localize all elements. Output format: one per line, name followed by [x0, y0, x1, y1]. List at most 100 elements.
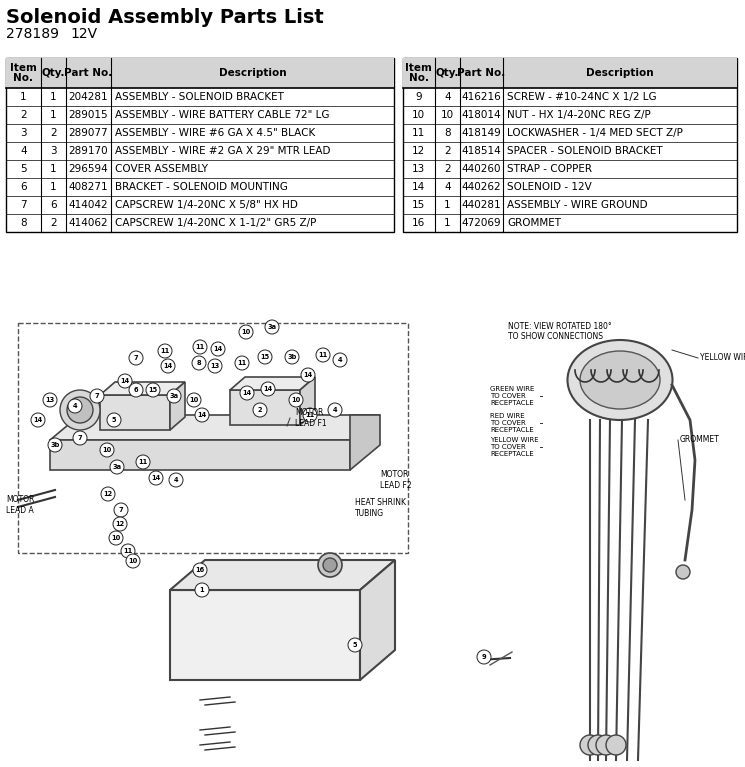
Text: 12: 12	[104, 491, 112, 497]
Text: 1: 1	[444, 200, 451, 210]
Circle shape	[67, 397, 93, 423]
Text: MOTOR
LEAD F2: MOTOR LEAD F2	[380, 470, 412, 489]
Text: 7: 7	[95, 393, 99, 399]
Text: 3b: 3b	[288, 354, 297, 360]
Text: 14: 14	[121, 378, 130, 384]
Polygon shape	[300, 377, 315, 425]
Circle shape	[477, 650, 491, 664]
Text: 2: 2	[444, 164, 451, 174]
Polygon shape	[50, 415, 380, 440]
Text: 2: 2	[50, 128, 57, 138]
Text: 472069: 472069	[462, 218, 501, 228]
Text: 1: 1	[200, 587, 204, 593]
Text: GROMMET: GROMMET	[507, 218, 561, 228]
Circle shape	[129, 383, 143, 397]
Text: LOCKWASHER - 1/4 MED SECT Z/P: LOCKWASHER - 1/4 MED SECT Z/P	[507, 128, 683, 138]
Text: BRACKET - SOLENOID MOUNTING: BRACKET - SOLENOID MOUNTING	[115, 182, 288, 192]
Text: 3a: 3a	[169, 393, 179, 399]
Bar	[6, 58, 394, 88]
Circle shape	[301, 368, 315, 382]
Polygon shape	[100, 382, 185, 395]
Text: 5: 5	[112, 417, 116, 423]
Text: YELLOW WIRE
TO COVER
RECEPTACLE: YELLOW WIRE TO COVER RECEPTACLE	[490, 437, 539, 457]
Text: 1: 1	[50, 92, 57, 102]
Text: 289015: 289015	[69, 110, 108, 120]
Polygon shape	[230, 377, 315, 390]
Text: 15: 15	[412, 200, 425, 210]
Text: 10: 10	[102, 447, 112, 453]
Text: 4: 4	[174, 477, 178, 483]
Circle shape	[167, 389, 181, 403]
Text: 3a: 3a	[112, 464, 121, 470]
Circle shape	[253, 403, 267, 417]
Circle shape	[239, 325, 253, 339]
Text: 7: 7	[118, 507, 124, 513]
Polygon shape	[170, 382, 185, 430]
Circle shape	[121, 544, 135, 558]
Circle shape	[169, 473, 183, 487]
Text: 13: 13	[412, 164, 425, 174]
Circle shape	[146, 383, 160, 397]
Text: 11: 11	[124, 548, 133, 554]
Text: Item: Item	[10, 63, 37, 73]
Text: GREEN WIRE
TO COVER
RECEPTACLE: GREEN WIRE TO COVER RECEPTACLE	[490, 386, 534, 406]
Text: 14: 14	[163, 363, 173, 369]
Circle shape	[211, 342, 225, 356]
Text: 14: 14	[264, 386, 273, 392]
Circle shape	[303, 408, 317, 422]
Text: ASSEMBLY - SOLENOID BRACKET: ASSEMBLY - SOLENOID BRACKET	[115, 92, 284, 102]
Text: No.: No.	[13, 73, 34, 83]
Text: 4: 4	[337, 357, 342, 363]
Text: 440262: 440262	[462, 182, 501, 192]
Circle shape	[158, 344, 172, 358]
Text: Qty.: Qty.	[42, 68, 66, 78]
Circle shape	[318, 553, 342, 577]
Text: ASSEMBLY - WIRE #6 GA X 4.5" BLACK: ASSEMBLY - WIRE #6 GA X 4.5" BLACK	[115, 128, 315, 138]
Circle shape	[73, 431, 87, 445]
Text: 15: 15	[148, 387, 157, 393]
Text: RED WIRE
TO COVER
RECEPTACLE: RED WIRE TO COVER RECEPTACLE	[490, 413, 533, 433]
Text: 11: 11	[305, 412, 314, 418]
Text: 418514: 418514	[462, 146, 501, 156]
Text: 6: 6	[50, 200, 57, 210]
Circle shape	[240, 386, 254, 400]
Text: No.: No.	[409, 73, 429, 83]
Text: 4: 4	[73, 403, 77, 409]
Circle shape	[208, 359, 222, 373]
Text: 10: 10	[111, 535, 121, 541]
Circle shape	[193, 563, 207, 577]
Text: 2: 2	[20, 110, 27, 120]
Text: 414042: 414042	[69, 200, 108, 210]
Text: 3: 3	[50, 146, 57, 156]
Text: HEAT SHRINK
TUBING: HEAT SHRINK TUBING	[355, 499, 406, 518]
Circle shape	[192, 356, 206, 370]
Text: Item: Item	[405, 63, 432, 73]
Circle shape	[588, 735, 608, 755]
Text: 10: 10	[189, 397, 199, 403]
Text: 10: 10	[291, 397, 301, 403]
Text: 12V: 12V	[70, 27, 97, 41]
Circle shape	[107, 413, 121, 427]
Circle shape	[110, 460, 124, 474]
Text: COVER ASSEMBLY: COVER ASSEMBLY	[115, 164, 208, 174]
Text: 12: 12	[412, 146, 425, 156]
Text: 8: 8	[444, 128, 451, 138]
Text: MOTOR
LEAD A: MOTOR LEAD A	[6, 495, 34, 515]
Text: 8: 8	[20, 218, 27, 228]
Text: 11: 11	[412, 128, 425, 138]
Circle shape	[258, 350, 272, 364]
Text: 7: 7	[77, 435, 82, 441]
Text: 416216: 416216	[462, 92, 501, 102]
Circle shape	[261, 382, 275, 396]
Polygon shape	[230, 390, 300, 425]
Circle shape	[114, 503, 128, 517]
Circle shape	[265, 320, 279, 334]
Text: 440260: 440260	[462, 164, 501, 174]
Bar	[403, 58, 737, 232]
Text: 7: 7	[133, 355, 139, 361]
Text: 14: 14	[242, 390, 252, 396]
Text: Description: Description	[218, 68, 286, 78]
Text: Solenoid Assembly Parts List: Solenoid Assembly Parts List	[6, 8, 324, 27]
Text: 289077: 289077	[69, 128, 108, 138]
Text: CAPSCREW 1/4-20NC X 1-1/2" GR5 Z/P: CAPSCREW 1/4-20NC X 1-1/2" GR5 Z/P	[115, 218, 316, 228]
